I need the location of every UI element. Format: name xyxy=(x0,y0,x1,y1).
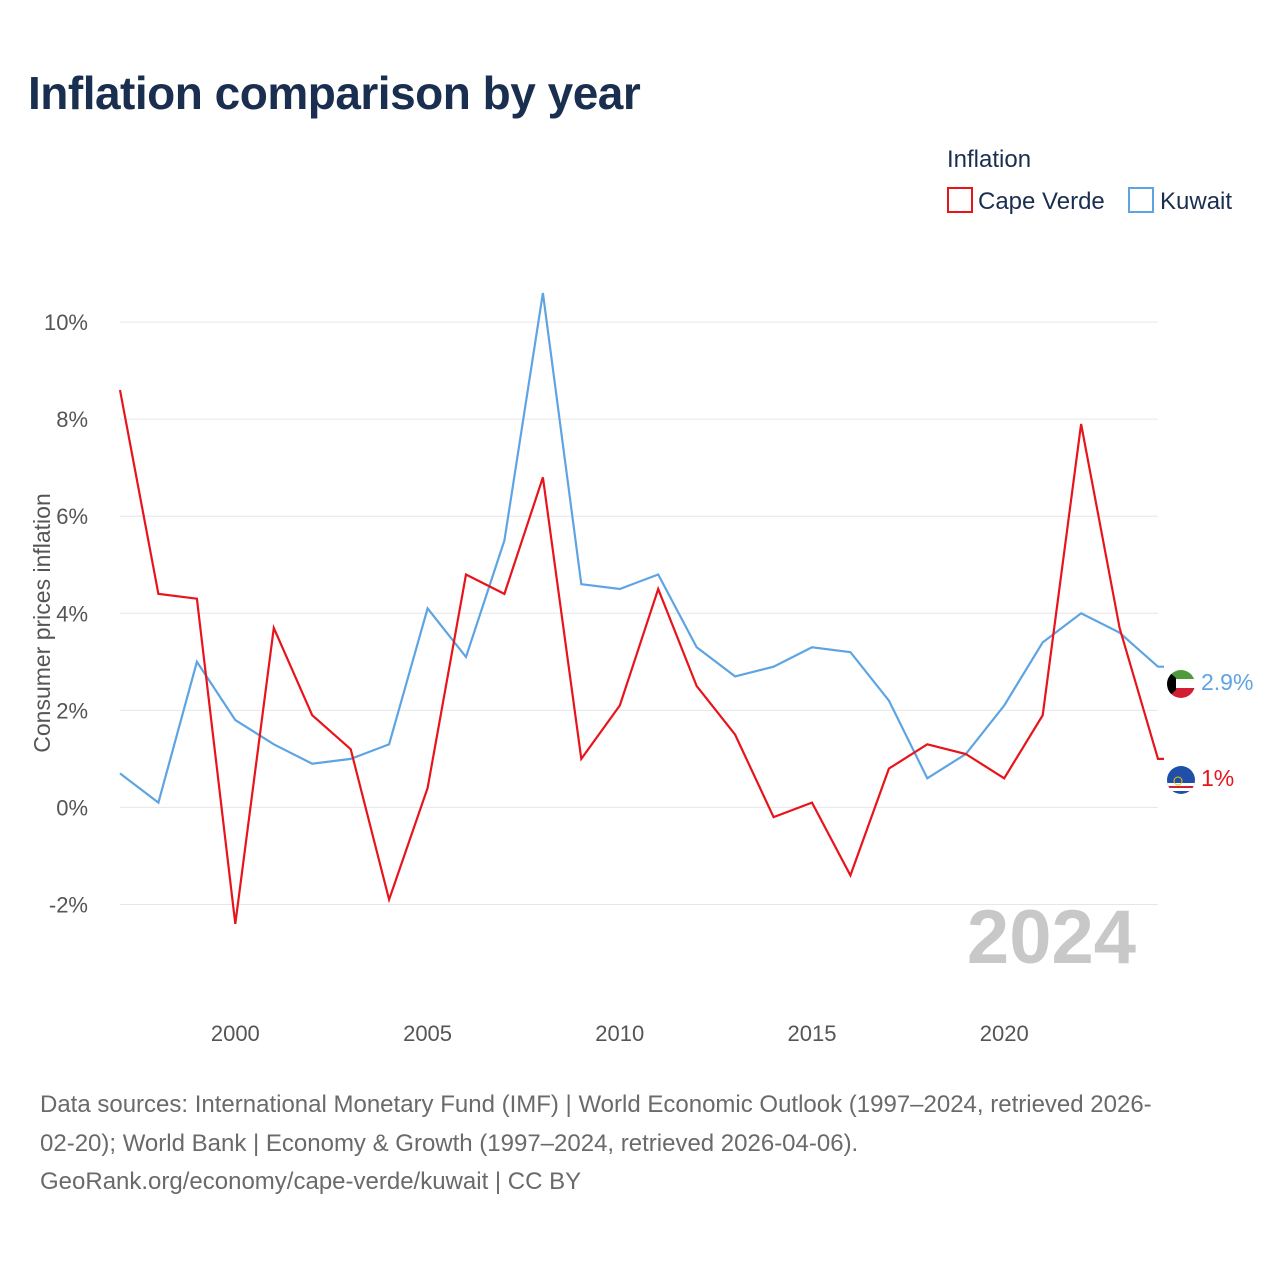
inflation-line-chart: -2% 0% 2% 4% 6% 8% 10% 2000 2005 2010 2015 2020 Co… xyxy=(29,146,1253,1046)
cape-verde-flag-icon xyxy=(1167,766,1195,794)
x-tick-label: 2010 xyxy=(595,1021,644,1046)
legend-item-cape-verde[interactable]: Cape Verde xyxy=(947,187,1105,215)
page-title: Inflation comparison by year xyxy=(28,67,641,119)
kuwait-line xyxy=(119,292,1164,805)
x-tick-label: 2000 xyxy=(211,1021,260,1046)
legend-swatch-cape-verde xyxy=(947,187,973,213)
y-tick-label: 2% xyxy=(56,698,88,723)
y-tick-label: 4% xyxy=(56,601,88,626)
cape-verde-line xyxy=(118,389,1164,925)
legend-swatch-kuwait xyxy=(1128,187,1154,213)
legend-label-cape-verde: Cape Verde xyxy=(978,188,1105,215)
y-tick-label: 10% xyxy=(44,310,88,335)
x-tick-label: 2005 xyxy=(403,1021,452,1046)
source-line-3[interactable]: GeoRank.org/economy/cape-verde/kuwait | … xyxy=(40,1168,582,1195)
source-line-2: 02-20); World Bank | Economy & Growth (1… xyxy=(40,1129,859,1157)
legend-title: Inflation xyxy=(947,146,1031,173)
legend-item-kuwait[interactable]: Kuwait xyxy=(1128,187,1232,215)
source-line-1: Data sources: International Monetary Fun… xyxy=(40,1091,1152,1118)
series-lines xyxy=(118,292,1164,925)
y-tick-label: -2% xyxy=(49,892,88,917)
y-tick-label: 8% xyxy=(56,407,88,432)
data-source-note: Data sources: International Monetary Fun… xyxy=(40,1086,1250,1202)
year-watermark: 2024 xyxy=(967,895,1136,980)
y-tick-label: 0% xyxy=(56,795,88,820)
x-tick-label: 2015 xyxy=(788,1021,837,1046)
x-tick-label: 2020 xyxy=(980,1021,1029,1046)
kuwait-end-label: 2.9% xyxy=(1201,669,1253,695)
kuwait-flag-icon xyxy=(1167,670,1195,698)
kuwait-end-marker: 2.9% xyxy=(1167,669,1253,698)
x-axis-ticks: 2000 2005 2010 2015 2020 xyxy=(211,1021,1029,1046)
y-tick-label: 6% xyxy=(56,504,88,529)
cape-verde-end-marker: 1% xyxy=(1167,765,1234,794)
grid-lines xyxy=(120,321,1158,905)
y-axis-ticks: -2% 0% 2% 4% 6% 8% 10% xyxy=(44,310,88,917)
cape-verde-end-label: 1% xyxy=(1201,765,1234,791)
y-axis-label: Consumer prices inflation xyxy=(29,493,55,753)
legend-label-kuwait: Kuwait xyxy=(1160,188,1232,215)
legend: Inflation Cape Verde Kuwait xyxy=(947,146,1232,215)
